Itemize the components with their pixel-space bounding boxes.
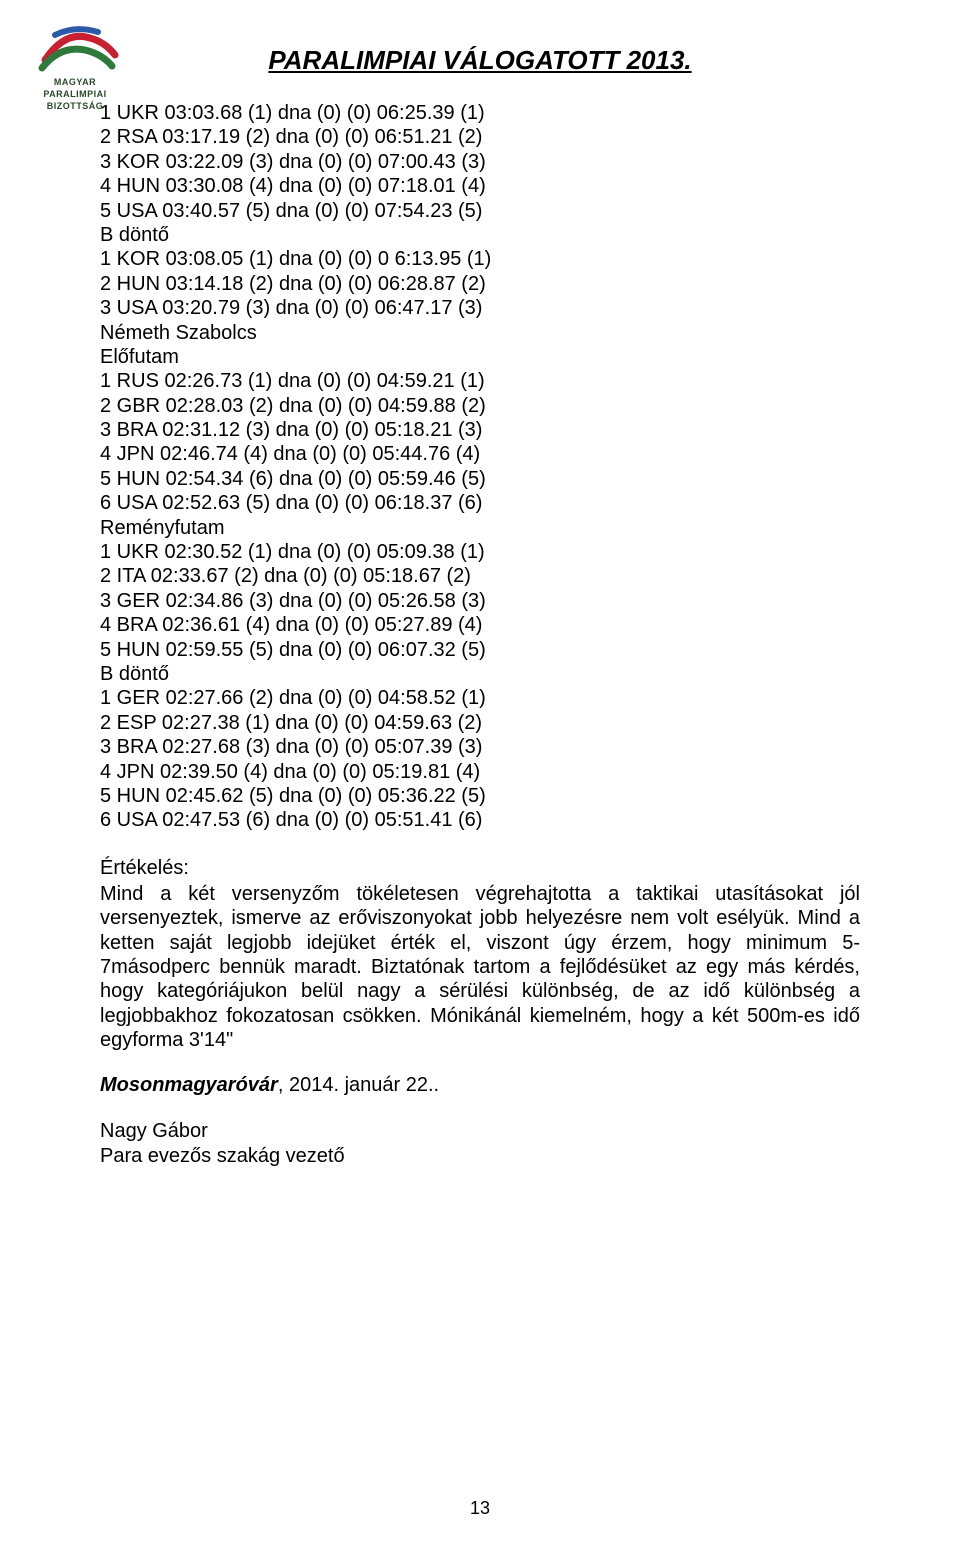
logo: MAGYAR PARALIMPIAI BIZOTTSÁG bbox=[20, 20, 130, 111]
result-line: Németh Szabolcs bbox=[100, 321, 860, 345]
evaluation-heading: Értékelés: bbox=[100, 857, 860, 880]
result-line: 3 GER 02:34.86 (3) dna (0) (0) 05:26.58 … bbox=[100, 589, 860, 613]
result-line: 1 UKR 03:03.68 (1) dna (0) (0) 06:25.39 … bbox=[100, 101, 860, 125]
result-line: 5 HUN 02:54.34 (6) dna (0) (0) 05:59.46 … bbox=[100, 467, 860, 491]
result-line: Reményfutam bbox=[100, 516, 860, 540]
location-date: Mosonmagyaróvár, 2014. január 22.. bbox=[100, 1074, 860, 1097]
page-title: PARALIMPIAI VÁLOGATOTT 2013. bbox=[100, 45, 860, 76]
result-line: 1 UKR 02:30.52 (1) dna (0) (0) 05:09.38 … bbox=[100, 540, 860, 564]
result-line: 6 USA 02:52.63 (5) dna (0) (0) 06:18.37 … bbox=[100, 491, 860, 515]
result-line: 3 BRA 02:31.12 (3) dna (0) (0) 05:18.21 … bbox=[100, 418, 860, 442]
result-line: 3 USA 03:20.79 (3) dna (0) (0) 06:47.17 … bbox=[100, 296, 860, 320]
logo-text-3: BIZOTTSÁG bbox=[20, 101, 130, 111]
result-line: 5 HUN 02:45.62 (5) dna (0) (0) 05:36.22 … bbox=[100, 784, 860, 808]
result-line: 2 RSA 03:17.19 (2) dna (0) (0) 06:51.21 … bbox=[100, 125, 860, 149]
result-line: 2 GBR 02:28.03 (2) dna (0) (0) 04:59.88 … bbox=[100, 394, 860, 418]
result-line: 2 ITA 02:33.67 (2) dna (0) (0) 05:18.67 … bbox=[100, 564, 860, 588]
result-line: 3 KOR 03:22.09 (3) dna (0) (0) 07:00.43 … bbox=[100, 150, 860, 174]
logo-graphic bbox=[30, 20, 120, 75]
logo-text-1: MAGYAR bbox=[20, 77, 130, 87]
result-line: B döntő bbox=[100, 662, 860, 686]
result-line: 3 BRA 02:27.68 (3) dna (0) (0) 05:07.39 … bbox=[100, 735, 860, 759]
signature-block: Nagy Gábor Para evezős szakág vezető bbox=[100, 1119, 860, 1168]
result-line: 1 RUS 02:26.73 (1) dna (0) (0) 04:59.21 … bbox=[100, 369, 860, 393]
results-block: 1 UKR 03:03.68 (1) dna (0) (0) 06:25.39 … bbox=[100, 101, 860, 833]
result-line: 4 HUN 03:30.08 (4) dna (0) (0) 07:18.01 … bbox=[100, 174, 860, 198]
result-line: 2 HUN 03:14.18 (2) dna (0) (0) 06:28.87 … bbox=[100, 272, 860, 296]
result-line: 4 JPN 02:46.74 (4) dna (0) (0) 05:44.76 … bbox=[100, 442, 860, 466]
result-line: 2 ESP 02:27.38 (1) dna (0) (0) 04:59.63 … bbox=[100, 711, 860, 735]
location: Mosonmagyaróvár bbox=[100, 1074, 278, 1096]
result-line: 4 JPN 02:39.50 (4) dna (0) (0) 05:19.81 … bbox=[100, 760, 860, 784]
result-line: Előfutam bbox=[100, 345, 860, 369]
page-number: 13 bbox=[0, 1498, 960, 1519]
document-page: MAGYAR PARALIMPIAI BIZOTTSÁG PARALIMPIAI… bbox=[0, 0, 960, 1549]
evaluation-body: Mind a két versenyzőm tökéletesen végreh… bbox=[100, 882, 860, 1053]
result-line: 4 BRA 02:36.61 (4) dna (0) (0) 05:27.89 … bbox=[100, 613, 860, 637]
result-line: B döntő bbox=[100, 223, 860, 247]
logo-text-2: PARALIMPIAI bbox=[20, 89, 130, 99]
result-line: 1 KOR 03:08.05 (1) dna (0) (0) 0 6:13.95… bbox=[100, 247, 860, 271]
signature-role: Para evezős szakág vezető bbox=[100, 1144, 860, 1168]
signature-name: Nagy Gábor bbox=[100, 1119, 860, 1143]
result-line: 5 USA 03:40.57 (5) dna (0) (0) 07:54.23 … bbox=[100, 199, 860, 223]
result-line: 6 USA 02:47.53 (6) dna (0) (0) 05:51.41 … bbox=[100, 808, 860, 832]
result-line: 1 GER 02:27.66 (2) dna (0) (0) 04:58.52 … bbox=[100, 686, 860, 710]
result-line: 5 HUN 02:59.55 (5) dna (0) (0) 06:07.32 … bbox=[100, 638, 860, 662]
date-text: , 2014. január 22.. bbox=[278, 1074, 439, 1096]
